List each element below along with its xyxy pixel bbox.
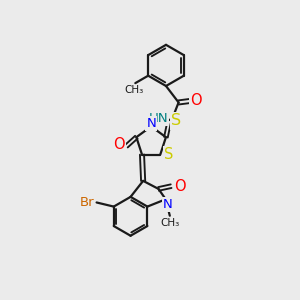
Text: Br: Br — [80, 196, 94, 209]
Text: S: S — [171, 113, 182, 128]
Text: CH₃: CH₃ — [160, 218, 179, 229]
Text: O: O — [190, 93, 202, 108]
Text: O: O — [113, 137, 125, 152]
Text: O: O — [174, 179, 185, 194]
Text: N: N — [146, 117, 156, 130]
Text: N: N — [163, 198, 172, 211]
Text: S: S — [164, 147, 174, 162]
Text: CH₃: CH₃ — [124, 85, 144, 95]
Text: HN: HN — [148, 112, 168, 125]
